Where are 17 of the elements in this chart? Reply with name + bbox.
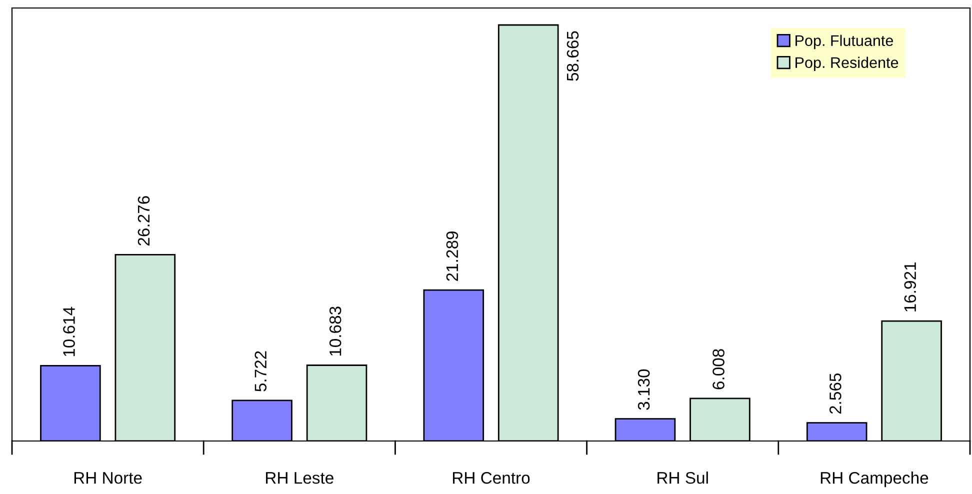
data-label: 16.921 [904, 262, 916, 312]
data-label: 10.614 [63, 306, 75, 356]
x-tick-label: RH Centro [453, 472, 530, 484]
data-label: 26.276 [138, 196, 150, 246]
x-tick-label: RH Sul [658, 472, 708, 484]
data-label: 3.130 [638, 369, 650, 410]
x-tick-label: RH Campeche [820, 472, 928, 488]
data-label: 10.683 [329, 306, 342, 356]
data-label: 2.565 [830, 373, 842, 414]
x-tick-label: RH Norte [74, 472, 142, 484]
data-label: 6.008 [712, 349, 724, 390]
legend-label: Pop. Residente [796, 56, 898, 72]
data-label: 21.289 [446, 232, 458, 281]
legend-label: Pop. Flutuante [796, 34, 893, 50]
data-label: 58.665 [566, 31, 579, 81]
data-label: 5.722 [254, 351, 267, 392]
x-tick-label: RH Leste [266, 472, 334, 484]
